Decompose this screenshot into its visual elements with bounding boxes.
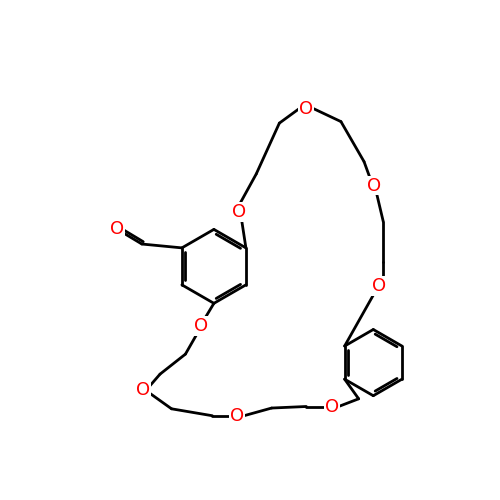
Text: O: O	[230, 406, 244, 424]
Text: O: O	[372, 276, 386, 294]
Text: O: O	[367, 176, 381, 194]
Text: O: O	[194, 316, 208, 334]
Text: O: O	[299, 100, 314, 117]
Text: O: O	[136, 380, 150, 398]
Text: O: O	[232, 202, 246, 220]
Text: O: O	[324, 398, 339, 415]
Text: O: O	[110, 220, 124, 238]
